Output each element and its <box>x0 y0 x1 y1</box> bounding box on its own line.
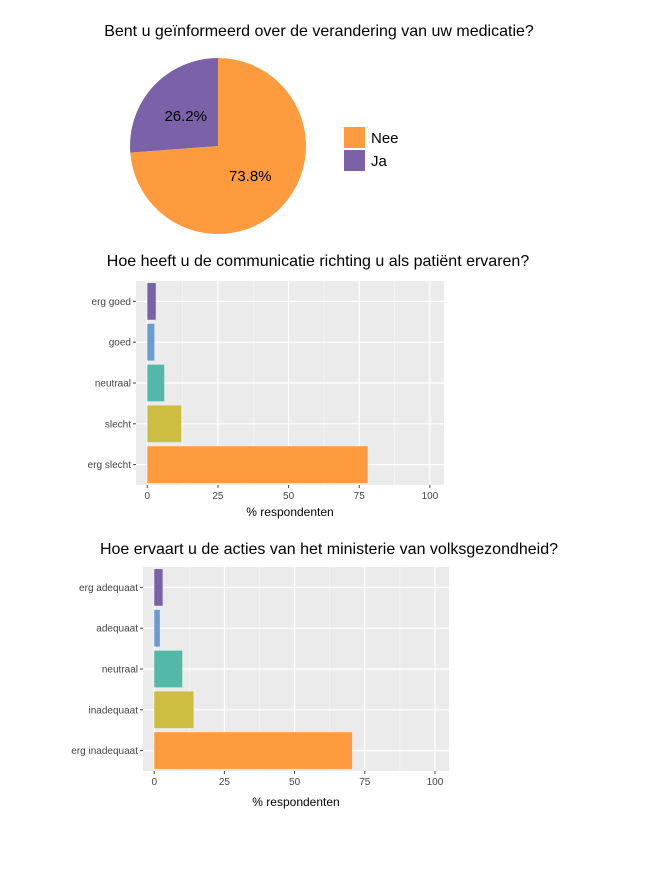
bar-chart-communicatie: Hoe heeft u de communicatie richting u a… <box>88 253 530 519</box>
y-tick-label-erg-adequaat: erg adequaat <box>79 583 138 594</box>
y-tick-label-adequaat: adequaat <box>96 624 138 635</box>
bar-erg-slecht <box>147 446 368 483</box>
bar-neutraal <box>154 650 183 688</box>
bar-erg-inadequaat <box>154 732 353 769</box>
bar-chart-2-x-axis-label: % respondenten <box>252 795 339 809</box>
pie-slices <box>130 58 306 234</box>
y-tick-label-erg-goed: erg goed <box>92 297 131 308</box>
x-tick-label: 100 <box>422 491 439 502</box>
pie-labels: 73.8% 26.2% <box>164 108 271 185</box>
legend-label-ja: Ja <box>371 153 388 170</box>
bar-slecht <box>147 405 182 443</box>
pie-legend: Nee Ja <box>344 127 399 171</box>
y-tick-label-neutraal: neutraal <box>102 665 138 676</box>
legend-swatch-nee <box>344 127 365 148</box>
legend-label-nee: Nee <box>371 130 399 147</box>
y-tick-label-neutraal: neutraal <box>95 379 131 390</box>
bar-chart-ministerie: Hoe ervaart u de acties van het minister… <box>71 541 558 809</box>
x-tick-label: 75 <box>359 777 371 788</box>
legend-swatch-ja <box>344 150 365 171</box>
bar-adequaat <box>154 609 160 647</box>
bar-neutraal <box>147 364 165 402</box>
bar-chart-1-y-ticks: erg goed goed neutraal slecht erg slecht <box>88 297 136 471</box>
bar-chart-2-title: Hoe ervaart u de acties van het minister… <box>100 541 558 558</box>
bar-chart-2-x-ticks: 0 25 50 75 100 <box>151 771 444 788</box>
pie-slice-label-ja: 26.2% <box>164 108 207 125</box>
y-tick-label-erg-slecht: erg slecht <box>88 460 132 471</box>
x-tick-label: 50 <box>289 777 301 788</box>
y-tick-label-erg-inadequaat: erg inadequaat <box>71 746 138 757</box>
pie-title: Bent u geïnformeerd over de verandering … <box>104 23 534 40</box>
x-tick-label: 25 <box>219 777 231 788</box>
bar-erg-adequaat <box>154 569 163 606</box>
x-tick-label: 0 <box>145 491 151 502</box>
x-tick-label: 75 <box>354 491 366 502</box>
y-tick-label-inadequaat: inadequaat <box>89 705 139 716</box>
bar-chart-2-bars <box>154 569 353 769</box>
y-tick-label-goed: goed <box>109 338 131 349</box>
pie-chart: Bent u geïnformeerd over de verandering … <box>104 23 534 234</box>
bar-erg-goed <box>147 283 156 320</box>
bar-chart-1-x-axis-label: % respondenten <box>246 505 333 519</box>
x-tick-label: 100 <box>427 777 444 788</box>
pie-slice-ja <box>130 58 218 153</box>
bar-chart-1-x-ticks: 0 25 50 75 100 <box>145 485 439 502</box>
y-tick-label-slecht: slecht <box>105 419 131 430</box>
pie-slice-nee <box>130 58 306 234</box>
bar-chart-1-title: Hoe heeft u de communicatie richting u a… <box>107 253 530 270</box>
x-tick-label: 0 <box>151 777 157 788</box>
bar-inadequaat <box>154 691 194 729</box>
pie-slice-label-nee: 73.8% <box>229 168 272 185</box>
x-tick-label: 25 <box>212 491 224 502</box>
bar-goed <box>147 323 155 361</box>
bar-chart-2-y-ticks: erg adequaat adequaat neutraal inadequaat er… <box>71 583 143 757</box>
x-tick-label: 50 <box>283 491 295 502</box>
bar-chart-1-bars <box>147 283 368 483</box>
